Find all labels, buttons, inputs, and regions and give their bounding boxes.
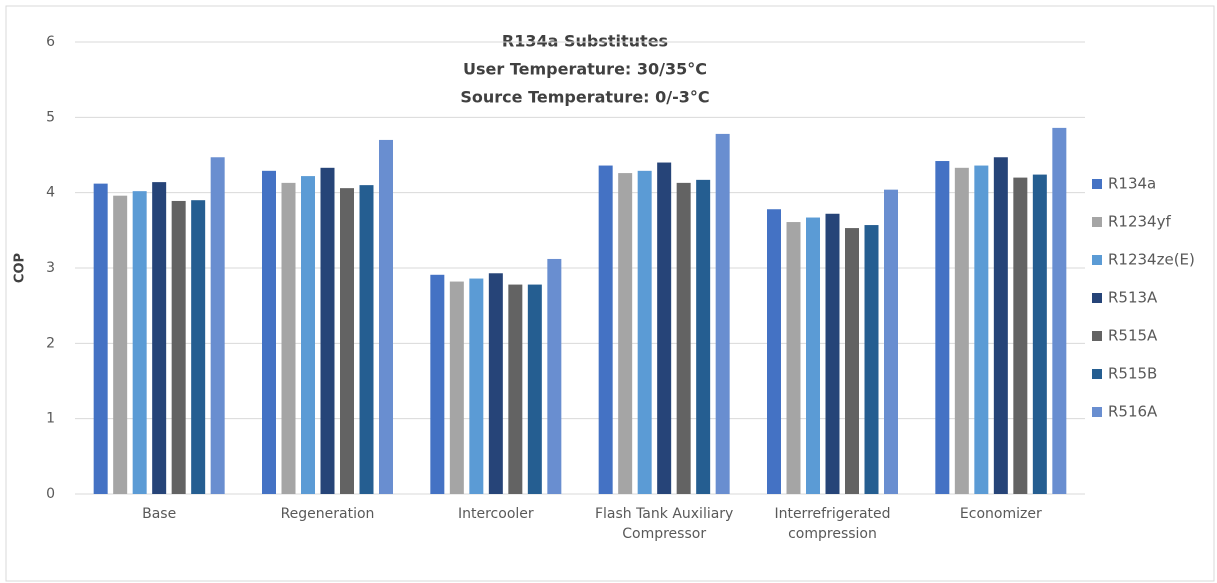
- bar: [171, 200, 186, 494]
- bar: [320, 167, 335, 494]
- legend-swatch: [1092, 179, 1102, 189]
- legend-label: R134a: [1108, 175, 1156, 193]
- bar: [1032, 174, 1047, 494]
- bar: [676, 182, 691, 494]
- y-tick-label: 0: [46, 486, 55, 502]
- bar: [113, 195, 128, 494]
- bar: [806, 217, 820, 494]
- legend-label: R515A: [1108, 327, 1158, 345]
- bar: [262, 170, 276, 494]
- y-tick-label: 3: [46, 260, 55, 276]
- bar: [715, 133, 730, 494]
- bar: [359, 185, 374, 494]
- bar: [1013, 177, 1028, 494]
- bar: [954, 167, 969, 494]
- bar: [469, 278, 484, 494]
- bar: [767, 209, 781, 495]
- bar: [935, 161, 950, 494]
- bar: [449, 281, 464, 494]
- y-tick-label: 1: [46, 411, 55, 427]
- bar: [93, 183, 108, 495]
- legend-swatch: [1092, 293, 1102, 303]
- bar: [430, 274, 445, 494]
- bar: [379, 139, 393, 494]
- x-tick-label: Base: [142, 506, 177, 522]
- bar: [696, 179, 711, 495]
- bar: [281, 182, 296, 494]
- bar: [657, 162, 672, 495]
- bar: [637, 170, 652, 494]
- bar: [132, 191, 147, 494]
- bar: [618, 173, 633, 494]
- x-tick-label: Interrefrigerated compression: [774, 506, 891, 542]
- bar: [301, 176, 315, 495]
- chart-border: [5, 5, 1215, 582]
- bar: [1052, 127, 1067, 494]
- chart-subtitle: User Temperature: 30/35°C: [463, 60, 707, 79]
- legend-swatch: [1092, 407, 1102, 417]
- y-tick-label: 4: [46, 185, 55, 201]
- bar: [210, 157, 225, 494]
- bar: [547, 258, 562, 494]
- bar: [884, 189, 898, 495]
- chart-title: R134a Substitutes: [502, 32, 668, 51]
- bar: [191, 200, 206, 494]
- legend-label: R1234yf: [1108, 213, 1171, 231]
- bar: [152, 182, 167, 494]
- y-tick-label: 5: [46, 109, 55, 125]
- legend-swatch: [1092, 217, 1102, 227]
- y-tick-label: 6: [46, 34, 55, 50]
- bar: [825, 213, 840, 494]
- bar: [340, 188, 354, 494]
- bar: [845, 228, 859, 494]
- legend-label: R1234ze(E): [1108, 251, 1195, 269]
- legend-swatch: [1092, 255, 1102, 265]
- y-tick-label: 2: [46, 335, 55, 351]
- legend-label: R513A: [1108, 289, 1158, 307]
- x-tick-label: Regeneration: [280, 506, 375, 522]
- bar: [488, 273, 503, 494]
- legend-label: R515B: [1108, 365, 1157, 383]
- x-tick-label: Intercooler: [458, 506, 534, 522]
- bar: [527, 284, 542, 494]
- bar: [786, 222, 801, 494]
- bar: [598, 165, 613, 494]
- bar: [993, 157, 1008, 494]
- bar: [508, 284, 523, 494]
- legend-swatch: [1092, 369, 1102, 379]
- legend-swatch: [1092, 331, 1102, 341]
- bar: [974, 165, 989, 494]
- legend-label: R516A: [1108, 403, 1158, 421]
- x-tick-label: Economizer: [959, 506, 1042, 522]
- chart-subtitle: Source Temperature: 0/-3°C: [460, 88, 709, 107]
- bar: [864, 225, 879, 494]
- y-axis-label: COP: [13, 253, 28, 283]
- x-tick-label: Flash Tank Auxiliary Compressor: [594, 506, 734, 542]
